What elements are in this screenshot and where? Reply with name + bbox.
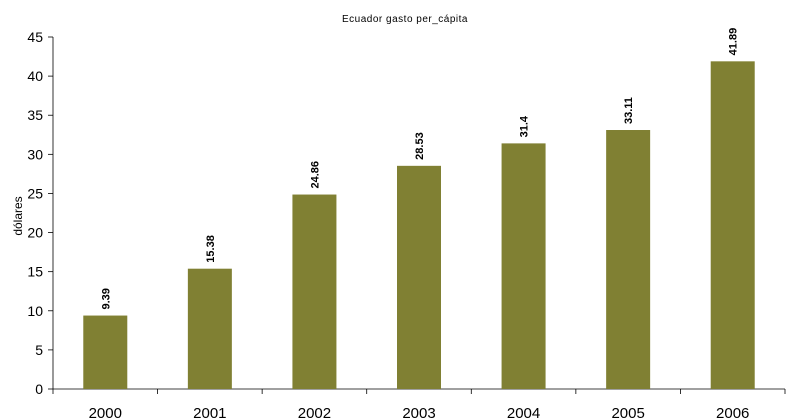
y-tick-label: 35	[27, 107, 43, 123]
data-label-2006: 41.89	[728, 28, 740, 56]
bar-2006	[710, 61, 755, 389]
bar-2003	[397, 165, 441, 389]
x-tick-label: 2006	[716, 405, 749, 420]
x-tick-label: 2000	[89, 405, 122, 420]
y-tick-label: 40	[27, 68, 43, 84]
y-tick-label: 45	[27, 29, 43, 45]
bar-2002	[292, 194, 337, 389]
bar-2004	[501, 143, 546, 389]
data-label-2005: 33.11	[623, 97, 635, 124]
y-tick-label: 20	[27, 225, 43, 241]
data-label-2001: 15.38	[205, 235, 217, 263]
bar-2005	[606, 130, 651, 389]
x-tick-label: 2002	[298, 405, 331, 420]
bar-2001	[187, 268, 232, 389]
tick-labels: 0 5 10 15 20 25 30 35 40 45 2000 2001 2002 2003 2004 20…	[27, 29, 749, 420]
x-tick-label: 2003	[402, 405, 435, 420]
data-label-2000: 9.39	[100, 288, 112, 309]
x-tick-label: 2004	[507, 405, 540, 420]
data-label-2002: 24.86	[309, 161, 321, 189]
bars	[83, 61, 755, 389]
y-axis-label: dólares	[11, 196, 25, 235]
data-label-2004: 31.4	[519, 115, 531, 137]
x-tick-label: 2001	[193, 405, 226, 420]
data-labels: 9.39 15.38 24.86 28.53 31.4 33.11 41.89	[100, 28, 739, 310]
chart-title: Ecuador gasto per_cápita	[342, 14, 468, 25]
y-tick-label: 5	[35, 342, 43, 358]
data-label-2003: 28.53	[414, 132, 426, 160]
y-tick-label: 15	[27, 264, 43, 280]
y-tick-label: 25	[27, 185, 43, 201]
y-tick-label: 30	[27, 146, 43, 162]
y-tick-label: 10	[27, 303, 43, 319]
y-tick-label: 0	[35, 381, 43, 397]
x-tick-label: 2005	[611, 405, 644, 420]
bar-2000	[83, 315, 128, 389]
